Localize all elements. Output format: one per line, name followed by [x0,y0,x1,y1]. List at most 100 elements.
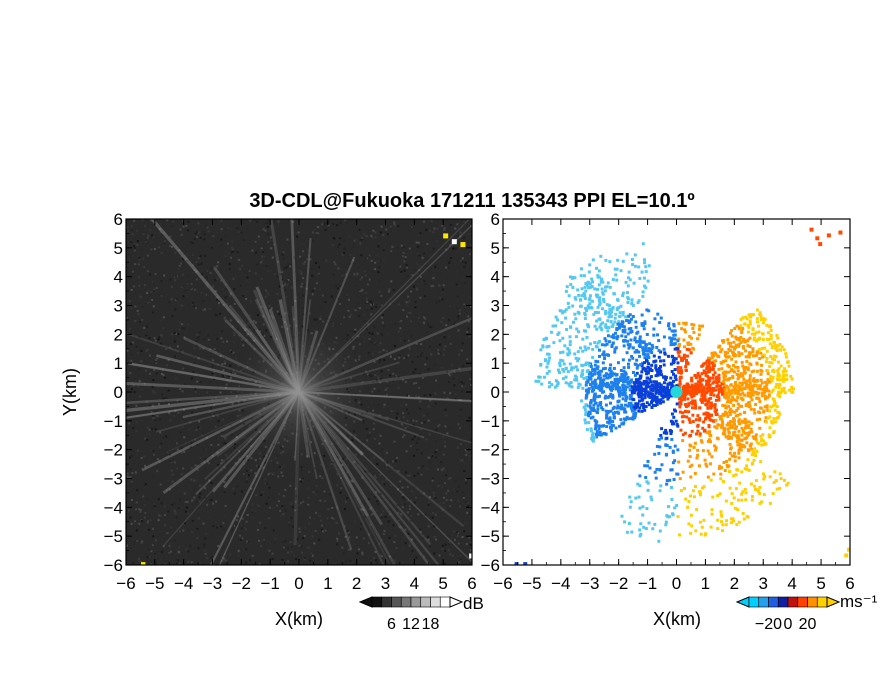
velocity-pixel [560,321,564,325]
noise-pixel [183,450,186,453]
noise-pixel [382,406,385,409]
noise-pixel [320,473,323,476]
noise-pixel [356,462,359,465]
noise-pixel [152,535,155,538]
velocity-pixel [595,327,599,331]
noise-pixel [377,344,380,347]
velocity-pixel [602,298,606,302]
velocity-pixel [653,317,657,321]
velocity-pixel [562,369,566,373]
noise-pixel [327,271,330,274]
velocity-pixel [609,310,613,314]
noise-pixel [290,502,293,505]
noise-pixel [358,314,361,317]
noise-pixel [409,445,412,448]
velocity-pixel [702,398,706,402]
noise-pixel [397,225,400,228]
velocity-pixel [626,362,630,366]
noise-pixel [160,550,163,553]
noise-pixel [361,476,364,479]
velocity-pixel [623,407,627,411]
noise-pixel [205,391,208,394]
velocity-pixel [766,409,770,413]
velocity-pixel [622,369,626,373]
noise-pixel [279,515,282,518]
velocity-pixel [690,376,694,380]
noise-pixel [171,503,174,506]
noise-pixel [192,404,195,407]
noise-pixel [317,226,320,229]
noise-pixel [358,355,361,358]
noise-pixel [430,403,433,406]
velocity-pixel [736,434,740,438]
noise-pixel [218,299,221,302]
noise-pixel [150,248,153,251]
noise-pixel [159,483,162,486]
velocity-pixel [746,324,750,328]
velocity-pixel [726,338,730,342]
velocity-pixel [708,383,712,387]
noise-pixel [466,240,469,243]
noise-pixel [224,454,227,457]
noise-pixel [384,515,387,518]
noise-pixel [309,542,312,545]
velocity-pixel [625,415,629,419]
noise-pixel [404,471,407,474]
velocity-pixel [589,406,593,410]
velocity-pixel [606,281,610,285]
noise-pixel [174,461,177,464]
velocity-pixel [609,409,613,413]
reflectivity-colorbar-tick-label: 18 [422,616,440,633]
noise-pixel [350,329,353,332]
noise-pixel [140,388,143,391]
velocity-pixel [646,376,650,380]
noise-pixel [399,506,402,509]
velocity-pixel [762,443,766,447]
noise-pixel [393,529,396,532]
velocity-pixel [575,327,579,331]
noise-pixel [192,301,195,304]
noise-pixel [181,220,184,223]
noise-pixel [440,320,443,323]
noise-pixel [158,446,161,449]
velocity-pixel [629,394,633,398]
velocity-pixel [655,368,659,372]
noise-pixel [148,548,151,551]
velocity-pixel [761,433,765,437]
noise-pixel [383,529,386,532]
noise-pixel [422,321,425,324]
velocity-pixel [762,321,766,325]
noise-pixel [367,322,370,325]
noise-pixel [146,556,149,559]
noise-pixel [381,321,384,324]
noise-pixel [443,345,446,348]
velocity-pixel [770,369,774,373]
noise-pixel [213,404,216,407]
noise-pixel [309,258,312,261]
reflectivity-colorbar-segment [381,596,392,608]
noise-pixel [326,321,329,324]
velocity-pixel [766,416,770,420]
noise-pixel [187,229,190,232]
noise-pixel [245,561,248,564]
velocity-pixel [760,381,764,385]
noise-pixel [211,365,214,368]
velocity-pixel [593,419,597,423]
noise-pixel [390,280,393,283]
noise-pixel [307,503,310,506]
noise-pixel [365,301,368,304]
velocity-pixel [647,309,651,313]
velocity-pixel [710,391,714,395]
noise-pixel [257,465,260,468]
velocity-pixel [639,386,643,390]
noise-pixel [149,294,152,297]
noise-pixel [227,227,230,230]
noise-pixel [284,509,287,512]
velocity-pixel [613,267,617,271]
reflectivity-x-axis-label: X(km) [275,609,323,629]
noise-pixel [402,416,405,419]
velocity-pixel [604,258,608,262]
noise-pixel [336,224,339,227]
noise-pixel [219,372,222,375]
noise-pixel [438,424,441,427]
